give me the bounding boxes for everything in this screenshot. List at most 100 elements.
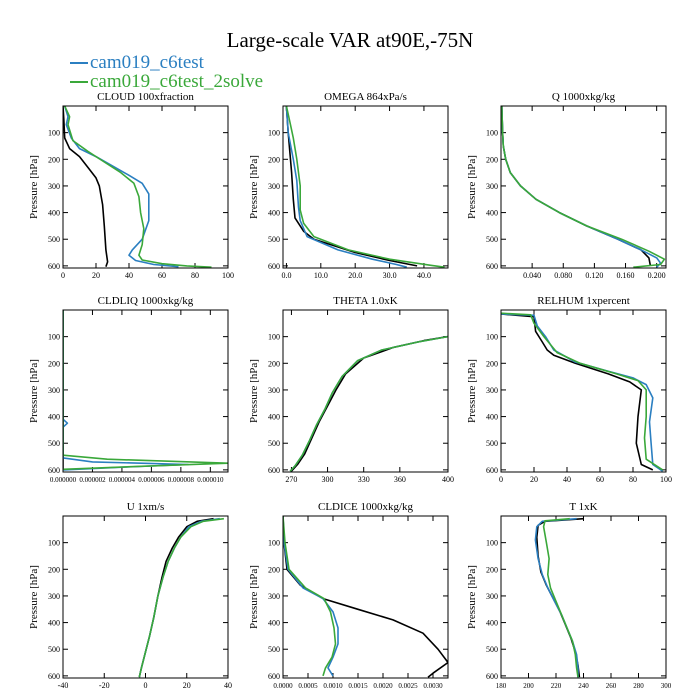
x-tick-label: 0: [144, 681, 148, 690]
panel-4: THETA 1.0xK Pressure [hPa] 100 200 300 400 500…: [248, 295, 454, 484]
y-tick-label: 200: [48, 155, 60, 164]
y-tick-label: 200: [268, 155, 280, 164]
x-tick-label: 60: [596, 475, 604, 484]
y-tick-label: 500: [486, 645, 498, 654]
y-tick-label: 200: [486, 565, 498, 574]
series-line-cam019_c6test_2solve: [289, 335, 448, 472]
panel-frame: [282, 309, 449, 473]
y-axis-label: Pressure [hPa]: [466, 359, 478, 423]
panel-2: Q 1000xkg/kg Pressure [hPa] 100 200 300 400 50…: [466, 91, 667, 280]
series-line-cam019_c6test_2solve: [501, 312, 664, 471]
y-tick-label: 400: [268, 413, 280, 422]
panel-frame: [62, 515, 229, 679]
legend-entry-c6test: cam019_c6test: [70, 53, 263, 72]
legend-entry-2solve: cam019_c6test_2solve: [70, 72, 263, 91]
panel-title: OMEGA 864xPa/s: [324, 91, 407, 103]
panel-frame: [500, 309, 667, 473]
x-tick-label: 260: [606, 682, 617, 690]
x-tick-label: 80: [191, 271, 199, 280]
panel-frame: [282, 515, 449, 679]
x-tick-label: -40: [58, 681, 69, 690]
x-tick-label: 40: [563, 475, 571, 484]
y-axis-label: Pressure [hPa]: [28, 359, 40, 423]
series-line-ref: [285, 106, 418, 267]
y-tick-label: 500: [48, 645, 60, 654]
figure-title: Large-scale VAR at90E,-75N: [226, 28, 474, 52]
y-tick-label: 300: [486, 592, 498, 601]
panel-title: CLDICE 1000xkg/kg: [318, 501, 414, 513]
x-tick-label: 80: [629, 475, 637, 484]
x-tick-label: 20: [530, 475, 538, 484]
y-tick-label: 300: [268, 592, 280, 601]
series-line-cam019_c6test: [501, 313, 664, 472]
y-axis-label: Pressure [hPa]: [466, 155, 478, 219]
panel-title: CLDLIQ 1000xkg/kg: [98, 295, 194, 307]
x-tick-label: 30.0: [383, 271, 397, 280]
x-tick-label: 0.000002: [79, 476, 106, 484]
series-line-ref: [138, 517, 214, 678]
y-tick-label: 400: [268, 619, 280, 628]
y-tick-label: 500: [486, 439, 498, 448]
panel-1: OMEGA 864xPa/s Pressure [hPa] 100 200 300 400…: [248, 91, 449, 280]
y-tick-label: 500: [268, 645, 280, 654]
series-line-ref: [290, 335, 448, 472]
y-tick-label: 600: [486, 262, 498, 271]
legend-line-c6test: [70, 61, 88, 64]
y-tick-label: 200: [486, 359, 498, 368]
series-line-ref: [63, 106, 109, 267]
series-line-cam019_c6test: [63, 310, 189, 471]
y-tick-label: 600: [268, 466, 280, 475]
x-tick-label: 280: [633, 682, 644, 690]
y-tick-label: 100: [48, 129, 60, 138]
panel-frame: [62, 309, 229, 473]
x-tick-label: 0.120: [585, 271, 603, 280]
y-tick-label: 300: [48, 182, 60, 191]
x-tick-label: 40: [224, 681, 232, 690]
x-tick-label: 180: [496, 682, 507, 690]
series-line-ref: [501, 313, 654, 471]
series-line-cam019_c6test_2solve: [501, 106, 666, 268]
x-tick-label: 300: [322, 475, 334, 484]
y-tick-label: 600: [48, 672, 60, 681]
series-line-cam019_c6test_2solve: [542, 517, 579, 678]
x-tick-label: 400: [442, 475, 454, 484]
series-line-cam019_c6test: [138, 517, 220, 678]
x-tick-label: 0.040: [523, 271, 541, 280]
series-line-cam019_c6test: [285, 106, 408, 268]
x-tick-label: 0: [499, 475, 503, 484]
y-axis-label: Pressure [hPa]: [248, 155, 260, 219]
series-line-cam019_c6test_2solve: [63, 310, 228, 471]
x-tick-label: 270: [285, 475, 297, 484]
x-tick-label: 0.0: [281, 271, 291, 280]
panel-title: U 1xm/s: [127, 501, 165, 513]
panel-title: RELHUM 1xpercent: [537, 295, 630, 307]
x-tick-label: 0.0010: [323, 682, 343, 690]
y-tick-label: 300: [48, 592, 60, 601]
y-axis-label: Pressure [hPa]: [28, 565, 40, 629]
legend: cam019_c6test cam019_c6test_2solve: [70, 53, 263, 91]
series-line-cam019_c6test_2solve: [283, 516, 337, 677]
panel-frame: [500, 515, 667, 679]
panel-title: T 1xK: [569, 501, 597, 513]
x-tick-label: 10.0: [314, 271, 328, 280]
x-tick-label: 0.000006: [138, 476, 165, 484]
y-tick-label: 200: [48, 359, 60, 368]
y-tick-label: 100: [486, 129, 498, 138]
x-tick-label: 0.000004: [109, 476, 136, 484]
y-tick-label: 300: [486, 182, 498, 191]
panel-frame: [62, 105, 229, 269]
panel-frame: [500, 105, 667, 269]
y-tick-label: 100: [486, 333, 498, 342]
legend-label-c6test: cam019_c6test: [90, 52, 204, 73]
x-tick-label: 100: [660, 475, 672, 484]
y-tick-label: 300: [48, 386, 60, 395]
y-tick-label: 400: [48, 619, 60, 628]
x-tick-label: 20: [92, 271, 100, 280]
x-tick-label: 40: [125, 271, 133, 280]
x-tick-label: 0.200: [648, 271, 666, 280]
y-tick-label: 200: [486, 155, 498, 164]
panel-3: CLDLIQ 1000xkg/kg Pressure [hPa] 100 200 300…: [28, 295, 229, 484]
